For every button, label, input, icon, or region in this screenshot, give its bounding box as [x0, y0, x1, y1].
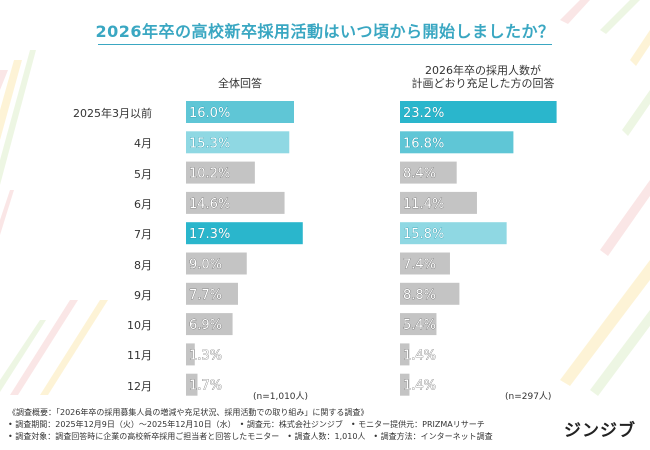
- data-label: 8.8%: [403, 288, 436, 303]
- bar: [400, 101, 557, 123]
- right-column-header: 2026年卒の採用人数が 計画どおり充足した方の回答: [398, 64, 568, 90]
- bar: [400, 282, 460, 305]
- bar: [400, 252, 450, 275]
- data-label: 8.4%: [403, 167, 436, 182]
- footer-survey-summary: 《調査概要：「2026年卒の採用募集人員の増減や充足状況、採用活動での取り組み」…: [8, 408, 369, 417]
- bar: [186, 343, 195, 366]
- bar: [400, 313, 437, 336]
- left-header-text: 全体回答: [218, 77, 262, 90]
- data-label: 14.6%: [189, 197, 230, 212]
- data-label: 7.7%: [189, 288, 222, 303]
- right-header-line1: 2026年卒の採用人数が: [425, 64, 541, 77]
- right-sample-note: (n=297人): [505, 392, 552, 402]
- footer-survey-period: • 調査期間：2025年12月9日（火）〜2025年12月10日（水） • 調査…: [8, 420, 485, 429]
- bar: [186, 252, 247, 275]
- data-label: 11.4%: [403, 197, 444, 212]
- category-label: 7月: [134, 228, 152, 242]
- category-label: 10月: [127, 319, 152, 333]
- data-label: 5.4%: [403, 318, 436, 333]
- data-label: 1.3%: [189, 348, 222, 363]
- bar: [186, 101, 294, 123]
- category-label: 9月: [134, 288, 152, 302]
- data-label: 9.0%: [189, 258, 222, 273]
- data-label: 10.2%: [189, 167, 230, 182]
- category-label: 8月: [134, 258, 152, 272]
- data-label: 1.7%: [189, 379, 222, 394]
- bar: [186, 313, 233, 336]
- left-column-header: 全体回答: [185, 77, 295, 90]
- bar: [400, 373, 410, 396]
- bar: [186, 131, 290, 154]
- footer-survey-target: • 調査対象：調査回答時に企業の高校新卒採用ご担当者と回答したモニター • 調査…: [8, 432, 493, 441]
- data-label: 1.4%: [403, 379, 436, 394]
- bar: [186, 161, 255, 184]
- data-label: 16.0%: [189, 106, 230, 121]
- category-label: 4月: [134, 137, 152, 151]
- data-label: 15.3%: [189, 136, 230, 151]
- bar: [186, 282, 238, 305]
- bar: [400, 343, 410, 366]
- data-label: 17.3%: [189, 227, 230, 242]
- data-label: 15.8%: [403, 227, 444, 242]
- category-label: 6月: [134, 197, 152, 211]
- data-label: 6.9%: [189, 318, 222, 333]
- page-title: 2026年卒の高校新卒採用活動はいつ頃から開始しましたか？: [95, 22, 555, 41]
- title-underline: [98, 44, 552, 45]
- bar: [400, 191, 477, 214]
- data-label: 7.4%: [403, 258, 436, 273]
- bar: [400, 131, 514, 154]
- category-label: 12月: [127, 379, 152, 393]
- data-label: 23.2%: [403, 106, 444, 121]
- left-sample-note: (n=1,010人): [253, 392, 309, 402]
- bar: [400, 222, 507, 245]
- category-label: 5月: [134, 167, 152, 181]
- bar: [400, 161, 457, 184]
- brand-logo: ジンジブ: [564, 421, 636, 441]
- bar: [186, 191, 285, 214]
- bar: [186, 222, 303, 245]
- data-label: 1.4%: [403, 348, 436, 363]
- right-header-line2: 計画どおり充足した方の回答: [411, 77, 555, 90]
- data-label: 16.8%: [403, 136, 444, 151]
- category-label: 11月: [127, 349, 152, 363]
- category-label: 2025年3月以前: [73, 107, 152, 120]
- bar: [186, 373, 198, 396]
